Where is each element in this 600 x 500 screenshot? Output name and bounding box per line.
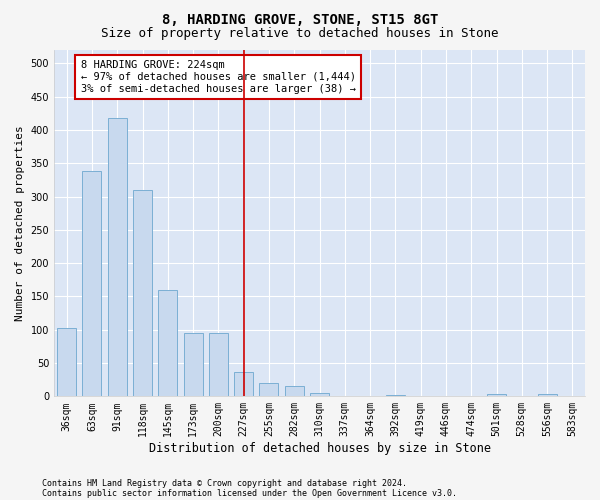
Text: Contains public sector information licensed under the Open Government Licence v3: Contains public sector information licen… [42,488,457,498]
Bar [259,383,278,396]
Bar [234,372,253,396]
Bar [386,395,405,396]
Bar [57,328,76,396]
Bar [158,290,177,397]
Bar [184,333,203,396]
Bar [538,394,557,396]
Bar [209,333,228,396]
Bar [285,386,304,396]
Text: 8 HARDING GROVE: 224sqm
← 97% of detached houses are smaller (1,444)
3% of semi-: 8 HARDING GROVE: 224sqm ← 97% of detache… [80,60,356,94]
Text: 8, HARDING GROVE, STONE, ST15 8GT: 8, HARDING GROVE, STONE, ST15 8GT [162,12,438,26]
Text: Contains HM Land Registry data © Crown copyright and database right 2024.: Contains HM Land Registry data © Crown c… [42,478,407,488]
Bar [310,393,329,396]
Bar [487,394,506,396]
Bar [82,171,101,396]
Bar [108,118,127,396]
Y-axis label: Number of detached properties: Number of detached properties [15,126,25,321]
Bar [133,190,152,396]
X-axis label: Distribution of detached houses by size in Stone: Distribution of detached houses by size … [149,442,491,455]
Text: Size of property relative to detached houses in Stone: Size of property relative to detached ho… [101,28,499,40]
